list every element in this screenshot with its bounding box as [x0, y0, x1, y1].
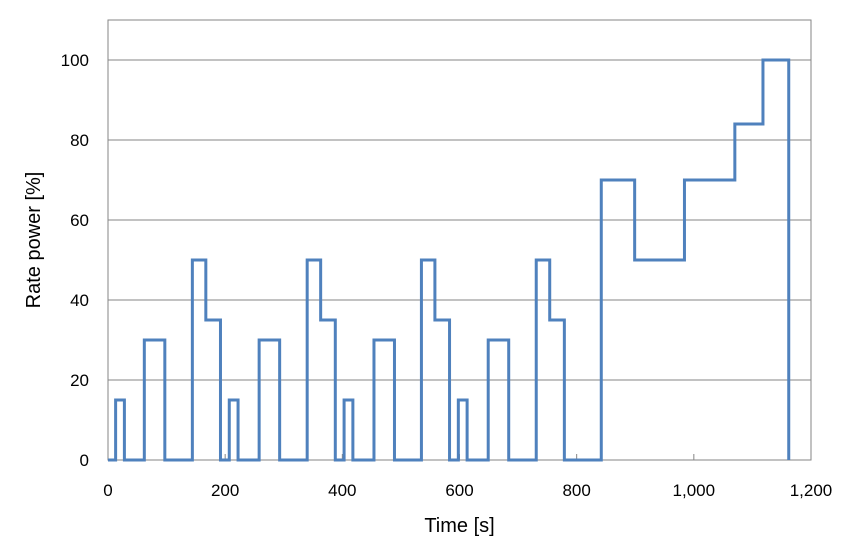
y-axis-ticks: 0 20 40 60 80 100: [61, 51, 89, 470]
x-tick-label: 1,000: [673, 481, 716, 500]
series-line: [108, 58, 791, 462]
x-tick-label: 200: [211, 481, 239, 500]
y-tick-label: 40: [70, 291, 89, 310]
x-axis-title: Time [s]: [424, 515, 494, 537]
y-tick-label: 100: [61, 51, 89, 70]
y-axis-title: Rate power [%]: [23, 172, 45, 309]
x-tick-label: 600: [445, 481, 473, 500]
plot-area-frame: [107, 19, 812, 461]
x-tick-label: 800: [562, 481, 590, 500]
y-tick-label: 80: [70, 131, 89, 150]
x-tick-label: 1,200: [790, 481, 833, 500]
x-axis-ticks: 0 200 400 600 800 1,000 1,200: [103, 454, 832, 500]
y-tick-label: 20: [70, 371, 89, 390]
y-tick-label: 0: [80, 451, 89, 470]
x-tick-label: 0: [103, 481, 112, 500]
gridlines: [108, 59, 811, 381]
y-tick-label: 60: [70, 211, 89, 230]
x-tick-label: 400: [328, 481, 356, 500]
